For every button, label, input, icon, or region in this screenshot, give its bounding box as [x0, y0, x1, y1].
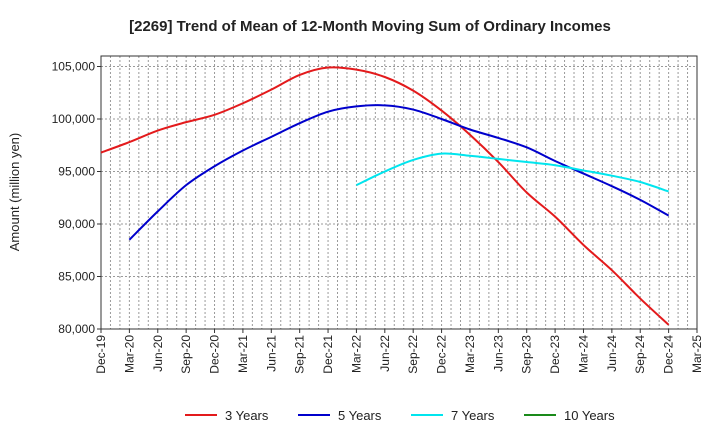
y-axis-ticks: 80,000 85,000 90,000 95,000 100,000 105,000: [52, 60, 101, 336]
x-tick-label: Mar-20: [122, 335, 136, 373]
series-line-5-years: [128, 104, 670, 241]
x-tick-label: Jun-20: [151, 335, 165, 372]
x-tick-label: Dec-22: [435, 335, 449, 374]
x-tick-label: Dec-19: [94, 335, 108, 374]
y-tick-label: 100,000: [52, 112, 96, 126]
x-tick-label: Dec-20: [208, 335, 222, 374]
y-axis-label: Amount (million yen): [7, 133, 22, 252]
x-tick-label: Dec-23: [548, 335, 562, 374]
chart-title: [2269] Trend of Mean of 12-Month Moving …: [129, 18, 611, 35]
y-tick-label: 85,000: [58, 270, 95, 284]
series-line-3-years: [100, 66, 670, 326]
x-tick-label: Mar-24: [576, 335, 590, 373]
y-tick-label: 90,000: [58, 217, 95, 231]
x-tick-label: Jun-23: [491, 335, 505, 372]
x-axis-ticks: Dec-19 Mar-20 Jun-20 Sep-20 Dec-20 Mar-21 Jun-…: [94, 329, 704, 374]
legend: 3 Years 5 Years 7 Years 10 Years: [185, 408, 615, 423]
plot-area-frame: [100, 55, 698, 330]
legend-label-5-years: 5 Years: [338, 408, 382, 423]
y-tick-label: 95,000: [58, 165, 95, 179]
x-tick-label: Dec-21: [321, 335, 335, 374]
legend-label-3-years: 3 Years: [225, 408, 269, 423]
x-tick-label: Mar-21: [236, 335, 250, 373]
x-tick-label: Mar-23: [463, 335, 477, 373]
legend-label-10-years: 10 Years: [564, 408, 615, 423]
x-tick-label: Sep-22: [406, 335, 420, 374]
y-tick-label: 105,000: [52, 60, 96, 74]
x-tick-label: Sep-24: [633, 335, 647, 374]
x-tick-label: Jun-24: [605, 335, 619, 372]
x-tick-label: Jun-21: [264, 335, 278, 372]
grid: [101, 56, 697, 330]
x-tick-label: Sep-21: [293, 335, 307, 374]
x-tick-label: Mar-22: [349, 335, 363, 373]
x-tick-label: Sep-20: [179, 335, 193, 374]
x-tick-label: Sep-23: [520, 335, 534, 374]
x-tick-label: Mar-25: [690, 335, 704, 373]
legend-label-7-years: 7 Years: [451, 408, 495, 423]
series-line-7-years: [355, 152, 669, 193]
series: [100, 66, 670, 326]
x-tick-label: Dec-24: [662, 335, 676, 374]
y-tick-label: 80,000: [58, 322, 95, 336]
x-tick-label: Jun-22: [378, 335, 392, 372]
